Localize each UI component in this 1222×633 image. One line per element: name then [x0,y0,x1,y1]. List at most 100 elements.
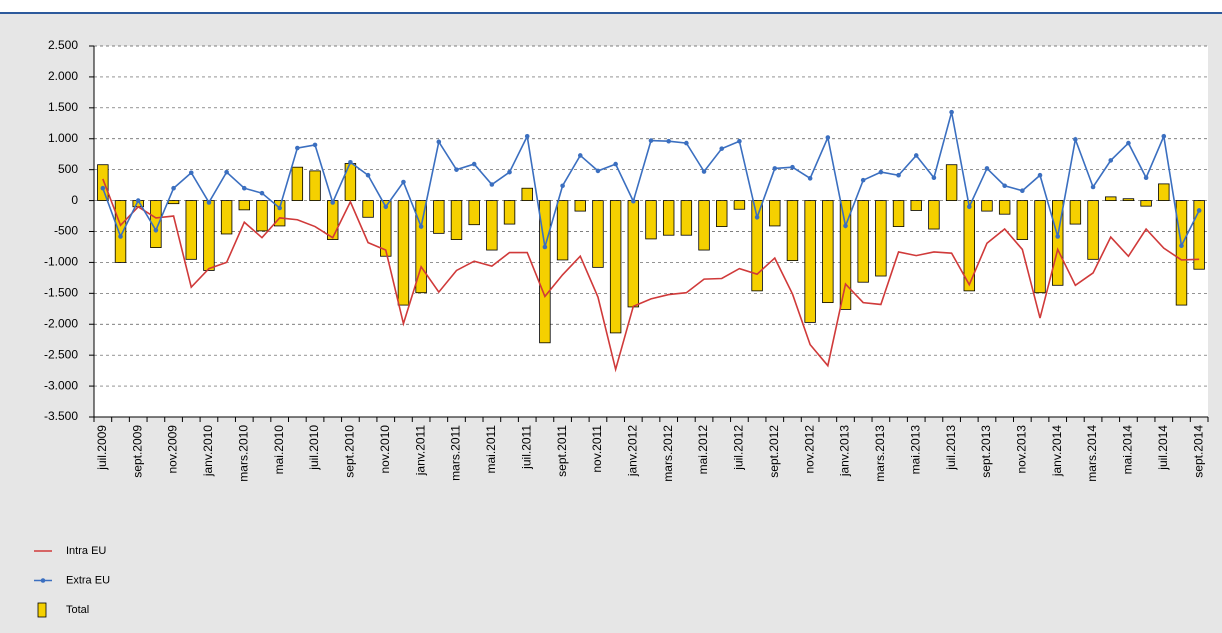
point [860,177,866,183]
point [295,145,300,151]
x-tick-label: juil.2010 [307,425,321,471]
bar [556,200,569,261]
x-tick-label: sept.2011 [555,425,569,477]
bar [521,187,533,201]
point [206,200,212,205]
point [984,166,990,171]
legend-label: Total [66,604,89,616]
x-tick-label: juil.2012 [732,425,746,471]
point [1002,183,1007,189]
x-tick-label: juil.2011 [519,425,533,470]
bar [839,200,852,310]
bar [309,170,321,201]
point [684,140,689,146]
bar [716,200,728,227]
point [1126,140,1131,146]
bar [238,200,251,211]
point [595,168,601,174]
legend-label: Intra EU [66,545,106,557]
bar [1175,200,1188,306]
bar [1122,198,1135,201]
point [507,169,512,175]
point [242,185,247,191]
point [1196,208,1202,213]
bar [503,200,516,225]
bar [609,200,622,334]
x-tick-label: mai.2011 [484,425,498,474]
bar [998,200,1011,215]
x-tick-label: sept.2014 [1191,425,1205,478]
bar [1158,183,1170,201]
point [790,164,795,170]
legend-marker [40,578,46,583]
bar [751,200,763,292]
point [1161,133,1167,139]
point [825,135,831,140]
bar [1140,200,1152,207]
bar [662,200,675,236]
bar [397,200,410,306]
point [701,169,707,174]
x-tick-label: nov.2011 [590,425,604,473]
bar [945,164,958,201]
bar [910,200,922,211]
x-tick-label: juil.2013 [944,425,958,471]
point [312,142,318,148]
x-tick-label: nov.2009 [166,425,180,474]
point [737,138,742,144]
point [772,166,778,171]
bar [203,200,215,271]
point [913,153,919,158]
bar [592,200,604,268]
x-tick-label: mars.2012 [661,425,675,482]
y-tick-label: 2.500 [48,38,78,52]
legend-label: Extra EU [66,574,110,586]
x-tick-label: janv.2013 [838,425,852,477]
point [631,198,636,204]
legend-swatch [37,602,47,618]
y-tick-label: -2.000 [44,316,78,330]
bar [1087,200,1099,260]
x-tick-label: mai.2010 [272,425,286,475]
x-tick-label: mars.2011 [449,425,463,481]
point [153,227,159,233]
point [418,224,424,229]
point [542,244,548,250]
bar [97,164,109,201]
point [471,161,477,167]
y-tick-label: -1.000 [44,255,78,269]
point [896,172,901,178]
x-tick-label: mai.2013 [908,425,922,475]
x-tick-label: janv.2010 [201,425,215,477]
point [878,169,884,175]
bar [1051,200,1064,286]
bar [185,200,197,260]
bar [167,200,180,205]
bar [1105,196,1117,201]
point [383,204,389,210]
point [666,138,671,144]
bar [362,200,374,218]
point [454,167,459,172]
x-tick-label: nov.2010 [378,425,392,474]
bar [804,200,816,323]
bar [327,200,339,240]
bar [1193,200,1205,270]
line [102,178,1200,373]
point [1073,137,1078,142]
point [648,138,654,143]
bar [698,200,710,251]
point [807,176,813,181]
point [348,159,353,165]
point [560,183,565,189]
point [966,204,972,210]
point [330,200,336,205]
y-tick-label: -2.500 [44,347,78,361]
bar [645,200,657,240]
bar [291,166,304,201]
point [1108,158,1114,163]
y-tick-label: -500 [54,224,78,238]
x-tick-label: mars.2014 [1085,425,1099,482]
point [613,161,618,167]
point [1179,243,1184,249]
